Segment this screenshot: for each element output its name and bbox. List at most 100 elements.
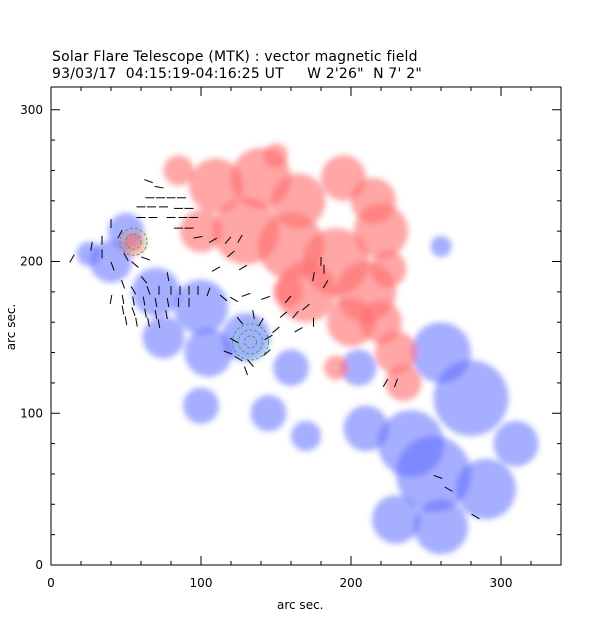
transverse-field-vector [471, 513, 480, 520]
field-contour [244, 335, 257, 349]
transverse-field-vector [154, 297, 158, 307]
transverse-field-vector [279, 311, 288, 318]
transverse-field-vector [312, 272, 315, 282]
transverse-field-vector [165, 310, 168, 320]
transverse-field-vector [227, 250, 235, 258]
transverse-field-vector [154, 310, 158, 320]
chart-subtitle: 93/03/17 04:15:19-04:16:25 UT W 2'26" N … [52, 66, 422, 82]
negative-polarity-region [343, 405, 389, 452]
transverse-field-vector [444, 486, 453, 492]
negative-polarity-region [411, 322, 471, 383]
transverse-field-vector [252, 310, 255, 320]
transverse-field-vector [120, 279, 126, 289]
transverse-field-vector [219, 294, 228, 302]
transverse-field-vector [272, 326, 280, 334]
positive-polarity-region [163, 155, 194, 186]
transverse-field-vector [211, 266, 221, 272]
transverse-field-vector [258, 318, 264, 327]
transverse-field-vector [123, 252, 129, 262]
transverse-field-vector [247, 359, 254, 367]
transverse-field-vector [154, 185, 164, 189]
transverse-field-vector [243, 366, 249, 376]
negative-polarity-region [142, 316, 185, 359]
transverse-field-vector [264, 334, 273, 341]
positive-polarity-region [324, 355, 348, 380]
transverse-field-vector [261, 295, 270, 300]
transverse-field-vector [131, 307, 136, 316]
transverse-field-vector [292, 310, 299, 319]
transverse-field-vector [157, 319, 161, 329]
plot-frame [50, 86, 562, 566]
field-contour [119, 227, 148, 256]
negative-polarity-region [430, 235, 452, 257]
positive-polarity-region [180, 209, 222, 253]
positive-polarity-region [375, 331, 417, 374]
negative-polarity-region [184, 328, 233, 377]
transverse-field-vector [322, 280, 329, 289]
transverse-field-vector [69, 254, 75, 263]
negative-polarity-region [291, 420, 321, 452]
y-tick-label: 0 [35, 558, 43, 572]
transverse-field-vector [284, 295, 292, 304]
negative-polarity-region [372, 495, 420, 544]
negative-polarity-region [183, 387, 219, 424]
positive-polarity-region [276, 261, 336, 323]
axis-layer: 0 100 200 300 0 100 200 300 [20, 87, 562, 590]
positive-polarity-region [327, 297, 375, 347]
transverse-field-vector [121, 305, 125, 315]
transverse-field-vector [206, 287, 211, 297]
positive-polarity-region [273, 276, 303, 308]
transverse-field-vector [241, 292, 251, 297]
transverse-field-vector [90, 241, 93, 251]
y-tick-label: 100 [20, 406, 43, 420]
magnetic-field-map [76, 143, 539, 555]
field-contour [125, 233, 142, 250]
negative-polarity-region [76, 241, 101, 267]
transverse-field-vector [146, 285, 151, 295]
x-axis-label: arc sec. [277, 598, 324, 612]
y-axis-label: arc sec. [4, 303, 19, 351]
transverse-field-vector [144, 308, 147, 318]
transverse-field-vector [131, 261, 139, 268]
transverse-field-vector [110, 261, 115, 271]
transverse-field-vector [224, 236, 232, 245]
negative-polarity-region [456, 458, 516, 520]
transverse-field-vector [263, 349, 271, 356]
contour-layer [119, 227, 269, 361]
x-tick-label: 0 [47, 576, 55, 590]
transverse-field-vector [135, 317, 138, 327]
chart-title: Solar Flare Telescope (MTK) : vector mag… [52, 49, 418, 65]
transverse-field-vector [124, 316, 128, 326]
negative-polarity-region [90, 240, 132, 283]
transverse-field-vector [208, 237, 218, 243]
transverse-field-vector [132, 296, 135, 306]
positive-polarity-region [264, 143, 288, 168]
transverse-field-vector [193, 235, 203, 239]
transverse-field-vector [140, 275, 148, 284]
transverse-field-vector [229, 337, 239, 344]
transverse-field-vector [144, 179, 153, 184]
vector-layer [69, 179, 480, 520]
negative-polarity-region [414, 499, 468, 555]
positive-polarity-region [354, 203, 408, 259]
transverse-field-vector [229, 296, 239, 303]
negative-polarity-region [378, 410, 444, 477]
transverse-field-vector [382, 378, 389, 388]
transverse-field-vector [117, 230, 123, 239]
transverse-field-vector [109, 294, 113, 304]
negative-polarity-region [132, 267, 180, 317]
field-contour [232, 323, 269, 361]
x-tick-label: 100 [190, 576, 213, 590]
transverse-field-vector [166, 272, 170, 282]
transverse-field-vector [237, 234, 243, 243]
negative-polarity-region [273, 349, 309, 386]
transverse-field-vector [141, 256, 150, 261]
positive-polarity-region [189, 158, 243, 213]
transverse-field-vector [142, 296, 146, 306]
transverse-field-vector [433, 474, 443, 479]
transverse-field-vector [166, 297, 170, 307]
transverse-field-vector [302, 303, 310, 311]
x-tick-label: 200 [340, 576, 363, 590]
negative-polarity-region [174, 279, 228, 335]
